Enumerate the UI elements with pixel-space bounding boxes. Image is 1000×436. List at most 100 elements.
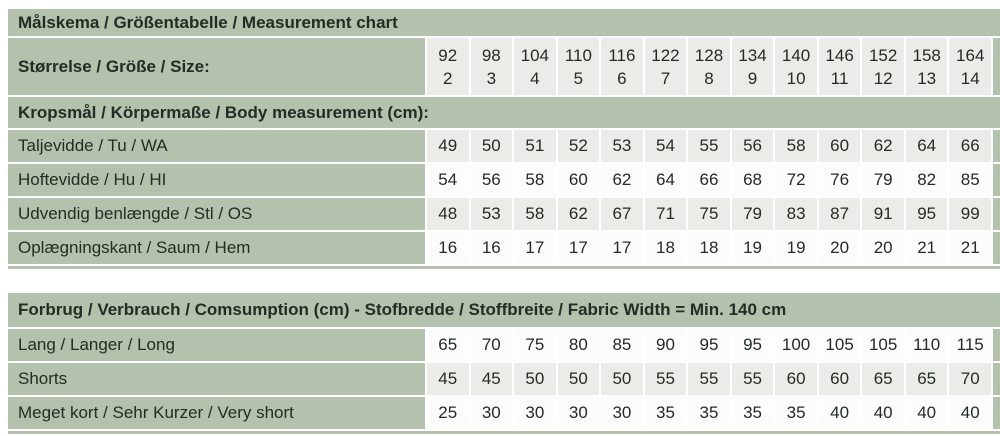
green-sliver — [992, 130, 1000, 162]
value-cell: 91 — [862, 198, 904, 230]
value-cell: 45 — [470, 363, 513, 395]
size-col-cell: 116 6 — [601, 38, 643, 95]
value-cell: 76 — [818, 164, 861, 196]
value-cell: 65 — [427, 329, 469, 361]
value-cell: 56 — [731, 130, 774, 162]
size-col-cell: 152 12 — [862, 38, 904, 95]
value-cell: 17 — [514, 232, 556, 264]
size-cm-value: 92 — [438, 45, 458, 65]
value-cell: 30 — [514, 397, 556, 429]
size-age-value: 11 — [830, 68, 849, 88]
value-cell: 95 — [688, 329, 730, 361]
row-label: Meget kort / Sehr Kurzer / Very short — [8, 397, 425, 429]
size-age-value: 2 — [443, 68, 453, 88]
value-cell: 50 — [470, 130, 513, 162]
row-label: Udvendig benlængde / Stl / OS — [8, 198, 425, 230]
value-cell: 79 — [862, 164, 904, 196]
value-cell: 65 — [905, 363, 948, 395]
value-cell: 95 — [905, 198, 948, 230]
value-cell: 72 — [775, 164, 817, 196]
size-age-value: 10 — [786, 68, 806, 88]
size-cm-value: 110 — [564, 45, 592, 65]
value-cell: 65 — [862, 363, 904, 395]
size-col-cell: 92 2 — [427, 38, 469, 95]
value-cell: 99 — [949, 198, 991, 230]
value-cell: 40 — [949, 397, 991, 429]
size-cm-value: 134 — [738, 45, 767, 65]
size-col-cell: 104 4 — [514, 38, 556, 95]
green-sliver — [992, 363, 1000, 395]
value-cell: 30 — [601, 397, 643, 429]
green-sliver — [992, 164, 1000, 196]
value-cell: 35 — [644, 397, 687, 429]
value-cell: 53 — [470, 198, 513, 230]
value-cell: 35 — [775, 397, 817, 429]
value-cell: 115 — [949, 329, 991, 361]
size-cm-value: 122 — [651, 45, 680, 65]
value-cell: 19 — [731, 232, 774, 264]
value-cell: 40 — [905, 397, 948, 429]
row-label: Lang / Langer / Long — [8, 329, 425, 361]
value-cell: 54 — [427, 164, 469, 196]
size-cm-value: 98 — [481, 45, 501, 65]
value-cell: 105 — [818, 329, 861, 361]
value-cell: 53 — [601, 130, 643, 162]
size-age-value: 12 — [873, 68, 893, 88]
size-age-value: 9 — [747, 68, 758, 88]
value-cell: 87 — [818, 198, 861, 230]
value-cell: 105 — [862, 329, 904, 361]
consumption-table: Forbrug / Verbrauch / Comsumption (cm) -… — [8, 293, 1000, 434]
value-cell: 60 — [818, 363, 861, 395]
green-sliver — [992, 329, 1000, 361]
value-cell: 20 — [818, 232, 861, 264]
value-cell: 30 — [557, 397, 600, 429]
value-cell: 90 — [644, 329, 687, 361]
table-bottom-edge — [8, 266, 1000, 269]
value-cell: 66 — [949, 130, 991, 162]
size-cm-value: 164 — [956, 45, 985, 65]
value-cell: 19 — [775, 232, 817, 264]
size-col-cell: 128 8 — [688, 38, 730, 95]
size-col-cell: 98 3 — [470, 38, 513, 95]
value-cell: 48 — [427, 198, 469, 230]
size-cm-value: 104 — [520, 45, 550, 65]
value-cell: 21 — [905, 232, 948, 264]
value-cell: 55 — [688, 130, 730, 162]
green-sliver — [992, 198, 1000, 230]
value-cell: 58 — [775, 130, 817, 162]
value-cell: 60 — [818, 130, 861, 162]
value-cell: 75 — [688, 198, 730, 230]
value-cell: 58 — [514, 198, 556, 230]
size-age-value: 13 — [917, 68, 937, 88]
value-cell: 71 — [644, 198, 687, 230]
size-age-value: 14 — [960, 68, 980, 88]
size-col-cell: 134 9 — [731, 38, 774, 95]
size-col-cell: 122 7 — [644, 38, 687, 95]
value-cell: 17 — [557, 232, 600, 264]
size-cm-value: 140 — [781, 45, 811, 65]
body-section-header: Kropsmål / Körpermaße / Body measurement… — [8, 97, 1000, 128]
value-cell: 79 — [731, 198, 774, 230]
value-cell: 100 — [775, 329, 817, 361]
value-cell: 55 — [644, 363, 687, 395]
value-cell: 55 — [688, 363, 730, 395]
size-age-value: 3 — [486, 68, 497, 88]
value-cell: 85 — [949, 164, 991, 196]
size-col-cell: 164 14 — [949, 38, 991, 95]
size-col-cell: 158 13 — [905, 38, 948, 95]
value-cell: 75 — [514, 329, 556, 361]
value-cell: 68 — [731, 164, 774, 196]
size-row-label: Størrelse / Größe / Size: — [8, 38, 425, 95]
value-cell: 16 — [427, 232, 469, 264]
value-cell: 17 — [601, 232, 643, 264]
value-cell: 110 — [905, 329, 948, 361]
row-label: Oplægningskant / Saum / Hem — [8, 232, 425, 264]
value-cell: 40 — [862, 397, 904, 429]
value-cell: 35 — [731, 397, 774, 429]
value-cell: 62 — [862, 130, 904, 162]
value-cell: 50 — [557, 363, 600, 395]
value-cell: 60 — [557, 164, 600, 196]
size-cm-value: 152 — [868, 45, 898, 65]
value-cell: 21 — [949, 232, 991, 264]
value-cell: 83 — [775, 198, 817, 230]
